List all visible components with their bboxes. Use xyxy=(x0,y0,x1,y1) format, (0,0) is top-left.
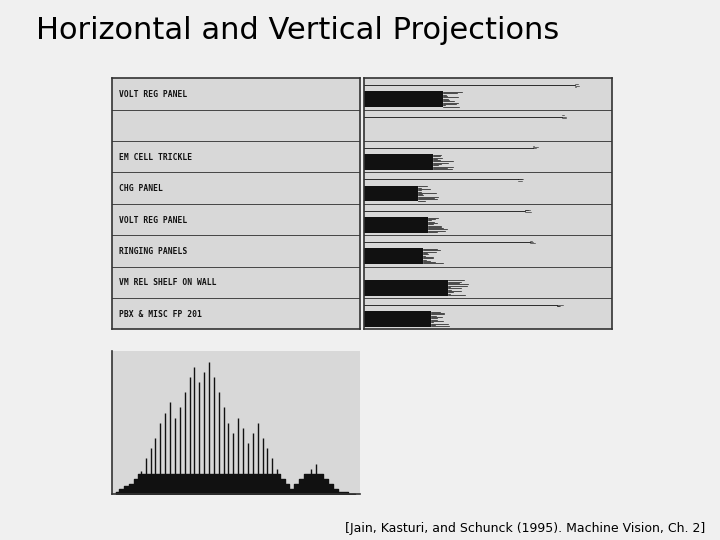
Bar xyxy=(364,186,418,201)
Text: CHG PANEL: CHG PANEL xyxy=(119,184,163,193)
Bar xyxy=(364,154,433,170)
Text: Horizontal and Vertical Projections: Horizontal and Vertical Projections xyxy=(36,16,559,45)
Bar xyxy=(364,248,423,264)
Bar xyxy=(364,280,448,295)
Text: VM REL SHELF ON WALL: VM REL SHELF ON WALL xyxy=(119,279,217,287)
Bar xyxy=(364,311,431,327)
Bar xyxy=(364,91,443,107)
Text: VOLT REG PANEL: VOLT REG PANEL xyxy=(119,90,187,99)
Text: PBX & MISC FP 201: PBX & MISC FP 201 xyxy=(119,310,202,319)
Text: RINGING PANELS: RINGING PANELS xyxy=(119,247,187,256)
Bar xyxy=(364,217,428,233)
Text: VOLT REG PANEL: VOLT REG PANEL xyxy=(119,215,187,225)
Text: [Jain, Kasturi, and Schunck (1995). Machine Vision, Ch. 2]: [Jain, Kasturi, and Schunck (1995). Mach… xyxy=(346,522,706,535)
Text: EM CELL TRICKLE: EM CELL TRICKLE xyxy=(119,153,192,162)
